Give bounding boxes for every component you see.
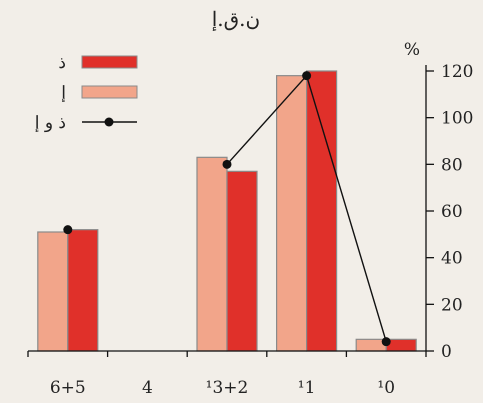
- y-tick-label: 40: [441, 249, 463, 269]
- bar: [306, 70, 338, 352]
- line-segment: [226, 75, 308, 165]
- x-tick-label: ¹1: [298, 378, 316, 398]
- x-tick-label: ¹3+2: [206, 378, 249, 398]
- line-point: [63, 225, 73, 235]
- x-tick-label: 4: [142, 378, 153, 398]
- y-tick-label: 20: [441, 295, 463, 315]
- bars: [37, 70, 417, 352]
- chart-title: ن.ق.إ: [212, 7, 260, 32]
- bar: [196, 156, 228, 352]
- x-tick-label: 6+5: [50, 378, 86, 398]
- y-tick-label: 100: [441, 109, 473, 129]
- bar: [67, 229, 99, 352]
- line-point: [381, 337, 391, 347]
- bar: [276, 75, 308, 352]
- y-axis-label: %: [404, 40, 420, 60]
- y-tick-label: 60: [441, 202, 463, 222]
- line-segment: [305, 75, 387, 342]
- legend-label: ذ و إ: [35, 113, 66, 133]
- bar: [385, 338, 417, 352]
- legend: ذإ ذ و إ: [35, 53, 138, 133]
- y-tick-label: 120: [441, 62, 473, 82]
- legend-label: ذ: [58, 53, 66, 73]
- y-tick-label: 0: [441, 342, 452, 362]
- bar: [355, 338, 387, 352]
- line-point: [302, 71, 312, 81]
- bar: [37, 231, 69, 352]
- legend-swatch: [104, 117, 114, 127]
- axes: 6+5 4 ¹3+2 ¹1 ¹0 0 20 40 60 80 100 120: [27, 62, 473, 398]
- y-tick-label: 80: [441, 155, 463, 175]
- line-series: [63, 71, 391, 347]
- legend-swatch: [81, 85, 138, 99]
- legend-label: إ: [61, 83, 66, 103]
- legend-swatch: [81, 55, 138, 69]
- line-point: [222, 159, 232, 169]
- x-tick-label: ¹0: [377, 378, 395, 398]
- bar: [226, 170, 258, 352]
